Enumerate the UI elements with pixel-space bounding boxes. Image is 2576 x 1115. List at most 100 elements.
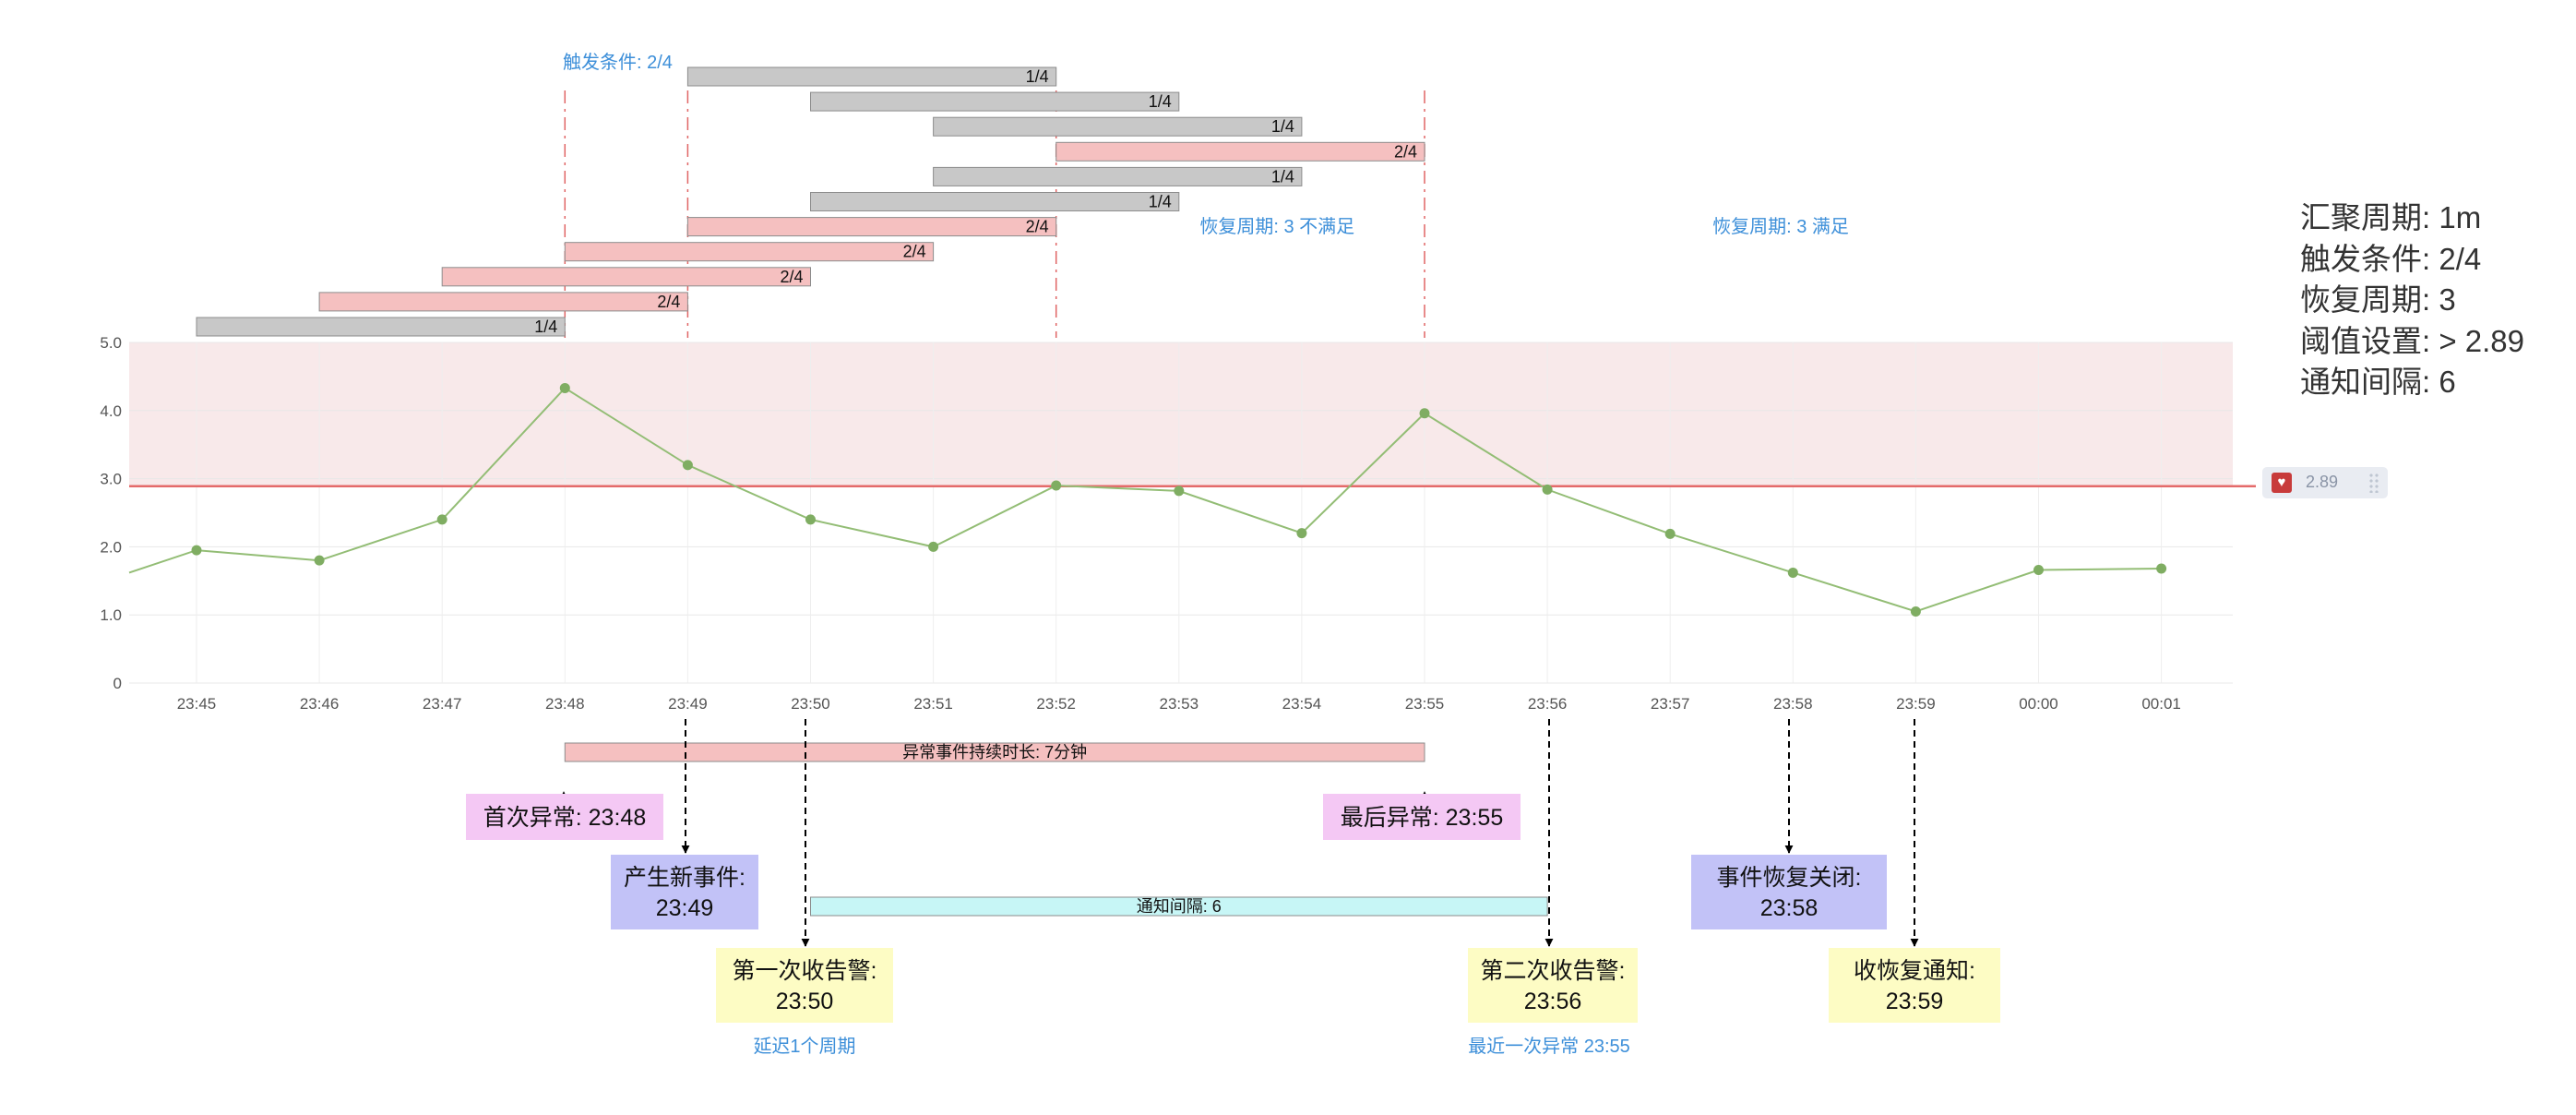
x-tick-label: 23:57 bbox=[1651, 695, 1690, 713]
window-bar bbox=[686, 66, 1057, 87]
event-box bbox=[716, 948, 893, 1023]
window-bar bbox=[318, 292, 688, 312]
window-bar-label: 2/4 bbox=[903, 243, 926, 261]
info-trigger-condition: 触发条件: 2/4 bbox=[2300, 241, 2482, 276]
event-box-label: 23:49 bbox=[656, 895, 714, 921]
x-tick-label: 23:51 bbox=[913, 695, 953, 713]
y-tick-label: 0 bbox=[113, 675, 122, 692]
alert-band bbox=[129, 342, 2233, 486]
plot-area: 0 1.0 2.0 3.0 4.0 5.0 23:45 23:46 23:47 23:48 23:4… bbox=[100, 334, 2256, 713]
data-point bbox=[1542, 484, 1553, 495]
threshold-badge[interactable]: ♥ 2.89 bbox=[2262, 467, 2388, 498]
x-tick-label: 23:55 bbox=[1405, 695, 1445, 713]
x-tick-label: 23:56 bbox=[1528, 695, 1568, 713]
data-point bbox=[1910, 606, 1921, 617]
event-box bbox=[1323, 794, 1521, 840]
footnote: 延迟1个周期 bbox=[753, 1036, 855, 1057]
event-box-label: 23:56 bbox=[1524, 989, 1582, 1014]
window-bar bbox=[810, 91, 1180, 112]
y-tick-label: 2.0 bbox=[100, 538, 122, 556]
window-bar-label: 1/4 bbox=[1149, 92, 1172, 111]
data-point bbox=[1419, 408, 1430, 419]
y-tick-label: 1.0 bbox=[100, 606, 122, 624]
data-point bbox=[1296, 528, 1307, 539]
x-tick-label: 23:54 bbox=[1282, 695, 1322, 713]
event-box bbox=[1691, 855, 1887, 929]
data-point bbox=[436, 514, 447, 525]
settings-summary: 汇聚周期: 1m 触发条件: 2/4 恢复周期: 3 阈值设置: > 2.89 … bbox=[2300, 198, 2524, 403]
threshold-value: 2.89 bbox=[2306, 473, 2339, 491]
event-box bbox=[611, 855, 758, 929]
info-aggregation-period: 汇聚周期: 1m bbox=[2300, 200, 2482, 234]
window-bar-label: 1/4 bbox=[534, 318, 557, 336]
event-box-label: 最后异常: 23:55 bbox=[1341, 805, 1503, 831]
window-bar bbox=[810, 192, 1180, 211]
y-tick-label: 3.0 bbox=[100, 471, 122, 488]
data-point bbox=[1051, 480, 1062, 491]
event-box-label: 产生新事件: bbox=[624, 865, 745, 891]
info-recovery-period: 恢复周期: 3 bbox=[2300, 282, 2456, 317]
data-point bbox=[2033, 564, 2044, 575]
data-point bbox=[191, 545, 202, 556]
info-threshold-setting: 阈值设置: > 2.89 bbox=[2300, 323, 2525, 358]
window-bars: 触发条件: 2/4 1/4 1/4 1/4 2/4 1/4 1/4 2/4 2/4 2/4 2/4 1… bbox=[196, 52, 1849, 338]
window-bar-label: 1/4 bbox=[1149, 193, 1172, 211]
data-point bbox=[1664, 528, 1676, 539]
drag-handle-icon[interactable] bbox=[2368, 473, 2379, 493]
event-box-label: 23:59 bbox=[1886, 989, 1944, 1014]
x-tick-label: 23:59 bbox=[1896, 695, 1936, 713]
data-point bbox=[805, 514, 816, 525]
event-box bbox=[466, 794, 663, 840]
event-bar-label: 异常事件持续时长: 7分钟 bbox=[902, 743, 1087, 761]
series-line bbox=[128, 387, 2162, 613]
x-tick-label: 23:46 bbox=[300, 695, 340, 713]
event-box-label: 第一次收告警: bbox=[733, 958, 877, 984]
x-tick-label: 23:53 bbox=[1160, 695, 1199, 713]
window-bar-label: 1/4 bbox=[1271, 167, 1294, 186]
data-point bbox=[1174, 486, 1185, 497]
event-box bbox=[1829, 948, 2000, 1023]
heart-broken-icon: ♥ bbox=[2272, 473, 2292, 493]
window-bar-label: 2/4 bbox=[1394, 142, 1417, 161]
event-box-label: 收恢复通知: bbox=[1854, 958, 1975, 984]
x-tick-label: 00:00 bbox=[2019, 695, 2058, 713]
data-point bbox=[928, 541, 939, 552]
window-bar bbox=[933, 166, 1303, 186]
recovery-note: 恢复周期: 3 满足 bbox=[1712, 216, 1849, 237]
window-bar bbox=[564, 242, 935, 262]
window-bar-label: 2/4 bbox=[1026, 218, 1049, 236]
window-bar bbox=[196, 317, 566, 337]
anomaly-duration-bar bbox=[564, 742, 1425, 762]
event-box-label: 第二次收告警: bbox=[1481, 958, 1626, 984]
recovery-note: 恢复周期: 3 不满足 bbox=[1199, 216, 1354, 237]
x-tick-label: 23:50 bbox=[791, 695, 830, 713]
data-point bbox=[314, 555, 325, 566]
x-tick-label: 23:45 bbox=[177, 695, 217, 713]
data-point bbox=[1787, 567, 1798, 578]
x-tick-label: 23:58 bbox=[1773, 695, 1813, 713]
window-bar bbox=[686, 217, 1057, 237]
event-box-label: 23:50 bbox=[776, 989, 834, 1014]
info-notify-interval: 通知间隔: 6 bbox=[2300, 365, 2456, 399]
y-tick-label: 4.0 bbox=[100, 402, 122, 420]
window-bar-label: 2/4 bbox=[657, 293, 680, 311]
event-bar-label: 通知间隔: 6 bbox=[1137, 897, 1222, 916]
window-bar-label: 1/4 bbox=[1271, 117, 1294, 136]
event-box bbox=[1468, 948, 1638, 1023]
data-point bbox=[2156, 563, 2167, 574]
window-bar bbox=[933, 116, 1303, 137]
x-tick-label: 23:49 bbox=[668, 695, 708, 713]
event-box-label: 事件恢复关闭: bbox=[1717, 865, 1862, 891]
y-tick-label: 5.0 bbox=[100, 334, 122, 352]
data-point bbox=[682, 460, 693, 471]
x-tick-label: 23:47 bbox=[423, 695, 462, 713]
notify-interval-bar bbox=[810, 896, 1548, 917]
x-tick-label: 23:52 bbox=[1036, 695, 1076, 713]
x-tick-label: 00:01 bbox=[2141, 695, 2181, 713]
footnote: 最近一次异常 23:55 bbox=[1468, 1036, 1630, 1057]
window-bar-label: 2/4 bbox=[780, 268, 803, 286]
x-tick-label: 23:48 bbox=[545, 695, 585, 713]
window-bar-label: 1/4 bbox=[1026, 67, 1049, 86]
